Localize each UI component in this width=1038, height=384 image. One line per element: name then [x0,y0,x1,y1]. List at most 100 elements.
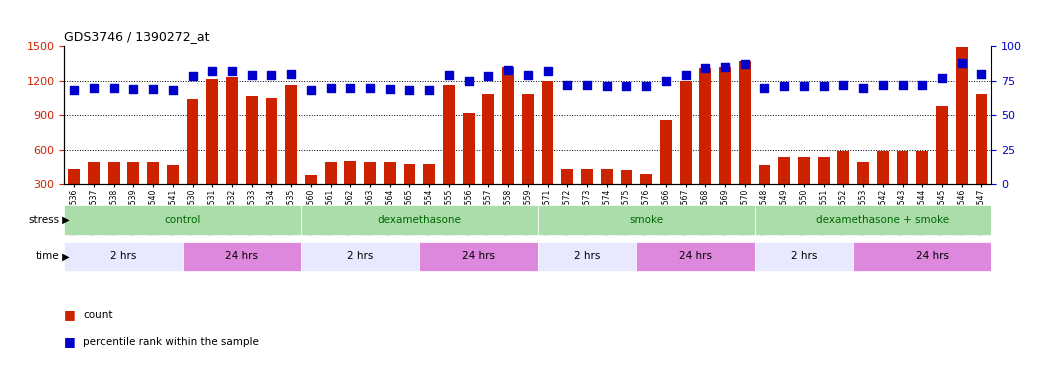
Point [835,82,851,88]
Point [303,87,320,93]
Point [973,71,989,77]
Text: 2 hrs: 2 hrs [574,251,600,262]
Bar [404,164,415,219]
Bar [601,169,612,219]
Bar [305,175,317,219]
Bar [128,162,139,219]
Bar [285,85,297,219]
Point [164,87,182,93]
Bar [562,169,573,219]
Bar [542,81,553,219]
Bar [246,96,257,219]
Text: 2 hrs: 2 hrs [110,251,137,262]
Bar [976,94,987,219]
Bar [226,77,238,219]
Point [637,83,654,89]
Point [815,83,831,89]
Point [499,66,516,73]
Point [480,73,496,79]
Text: 24 hrs: 24 hrs [462,251,495,262]
Bar [345,161,356,219]
Text: 24 hrs: 24 hrs [679,251,712,262]
Bar [818,157,829,219]
Bar [936,106,948,219]
Point [322,84,338,91]
Bar [108,162,119,219]
Text: ■: ■ [64,335,76,348]
Point [440,72,457,78]
Point [953,60,969,66]
FancyBboxPatch shape [538,242,636,271]
Point [66,87,82,93]
Bar [956,47,967,219]
Bar [88,162,100,219]
Text: control: control [164,215,201,225]
Point [894,82,911,88]
Bar [502,67,514,219]
FancyBboxPatch shape [538,205,755,235]
Point [736,61,753,67]
Point [558,82,575,88]
Bar [147,162,159,219]
Text: smoke: smoke [629,215,663,225]
FancyBboxPatch shape [755,242,853,271]
Bar [798,157,810,219]
Point [519,72,536,78]
FancyBboxPatch shape [755,205,1011,235]
Bar [463,113,474,219]
Bar [69,169,80,219]
Text: 2 hrs: 2 hrs [791,251,817,262]
FancyBboxPatch shape [636,242,755,271]
Point [874,82,891,88]
Text: dexamethasone: dexamethasone [378,215,461,225]
Text: 24 hrs: 24 hrs [916,251,949,262]
Bar [266,98,277,219]
FancyBboxPatch shape [301,205,538,235]
Point [598,83,614,89]
Point [933,75,950,81]
Point [342,84,358,91]
FancyBboxPatch shape [853,242,1011,271]
Bar [719,67,731,219]
Point [421,87,438,93]
Text: ▶: ▶ [59,215,70,225]
Bar [759,165,770,219]
Bar [424,164,435,219]
Point [381,86,398,92]
Point [696,65,713,71]
Point [578,82,595,88]
Bar [778,157,790,219]
Bar [680,81,691,219]
Point [144,86,162,92]
FancyBboxPatch shape [419,242,538,271]
Point [224,68,241,74]
Bar [443,85,455,219]
Point [243,72,260,78]
Point [106,84,122,91]
Text: 2 hrs: 2 hrs [347,251,374,262]
Point [540,68,556,74]
Bar [581,169,593,219]
Bar [739,61,750,219]
Text: stress: stress [28,215,59,225]
Bar [917,151,928,219]
Bar [207,79,218,219]
Bar [522,94,534,219]
Text: GDS3746 / 1390272_at: GDS3746 / 1390272_at [64,30,210,43]
Text: ■: ■ [64,308,76,321]
Bar [384,162,395,219]
Bar [187,99,198,219]
Bar [483,94,494,219]
Point [677,72,693,78]
Point [795,83,812,89]
Bar [621,170,632,219]
Bar [660,121,672,219]
Point [184,73,200,79]
Bar [857,162,869,219]
Point [775,83,793,89]
Bar [364,162,376,219]
Text: 24 hrs: 24 hrs [225,251,258,262]
Bar [897,151,908,219]
Text: dexamethasone + smoke: dexamethasone + smoke [816,215,950,225]
Point [658,78,675,84]
